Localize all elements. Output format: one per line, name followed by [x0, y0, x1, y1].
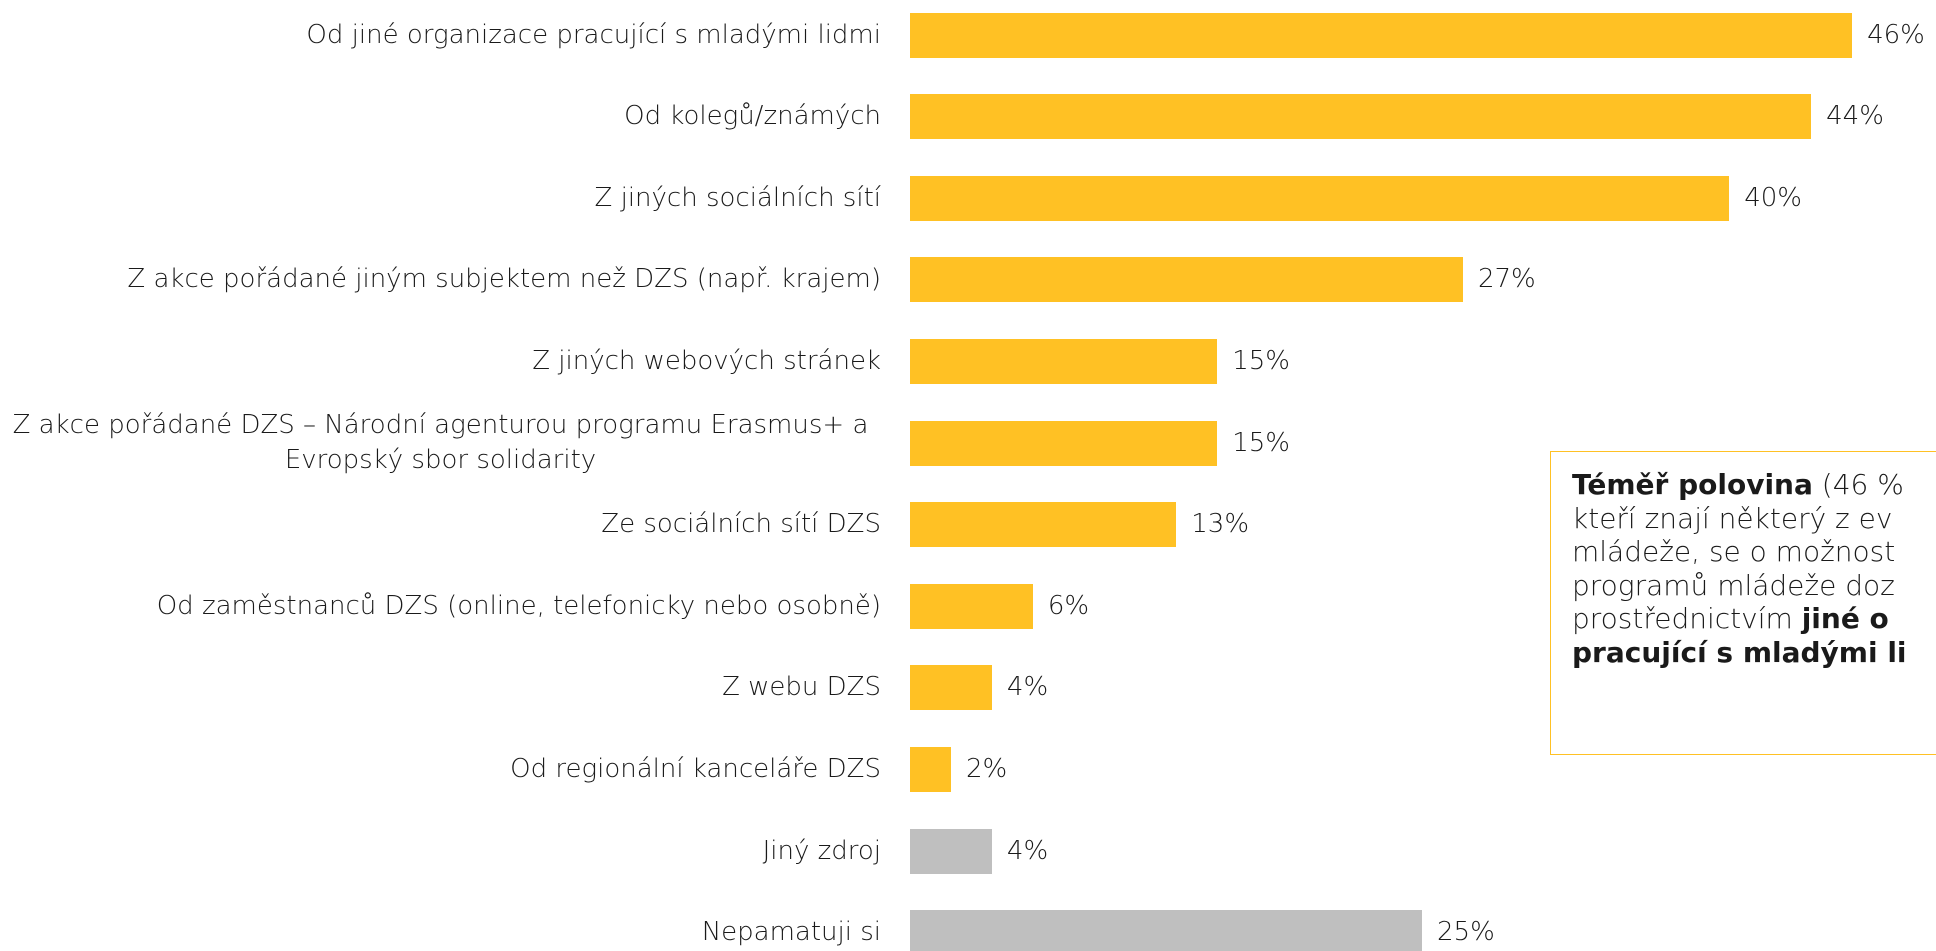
bar [910, 910, 1422, 951]
bar [910, 746, 951, 792]
category-text: Od regionální kanceláře DZS [510, 753, 881, 784]
callout-line: Téměř polovina (46 % [1572, 468, 1936, 502]
callout: Téměř polovina (46 % kteří znají některý … [1550, 451, 1936, 755]
bar [910, 583, 1033, 629]
category-label: Od kolegů/známých [0, 77, 881, 157]
category-label: Ze sociálních sítí DZS [0, 485, 881, 565]
category-text: Z jiných webových stránek [532, 345, 881, 376]
category-text: Ze sociálních sítí DZS [601, 509, 881, 540]
category-text: Od jiné organizace pracující s mladými l… [306, 19, 881, 50]
callout-line: kteří znají některý z ev [1572, 502, 1936, 536]
value-label: 27% [1477, 264, 1536, 295]
callout-text: jiné o [1801, 602, 1889, 635]
category-label: Od regionální kanceláře DZS [0, 729, 881, 809]
bar [910, 665, 992, 711]
category-text: Nepamatuji si [701, 917, 881, 948]
value-label: 15% [1232, 427, 1290, 458]
bar [910, 175, 1730, 221]
callout-text: (46 % [1812, 468, 1904, 501]
value-label: 4% [1006, 835, 1049, 866]
value-label: 44% [1826, 101, 1884, 132]
value-label: 40% [1744, 182, 1802, 213]
callout-text: kteří znají některý z ev [1572, 501, 1893, 535]
callout-text: prostřednictvím [1572, 602, 1802, 635]
category-label: Z akce pořádané jiným subjektem než DZS … [0, 240, 881, 320]
bar [910, 420, 1218, 466]
value-label: 4% [1006, 672, 1049, 703]
value-label: 6% [1047, 590, 1090, 621]
callout-text: Téměř polovina [1572, 468, 1813, 501]
callout-line: mládeže, se o možnost [1572, 535, 1936, 569]
value-label: 15% [1232, 345, 1290, 376]
callout-line: prostřednictvím jiné o [1572, 602, 1936, 636]
bar [910, 828, 992, 874]
value-label: 25% [1437, 917, 1495, 948]
value-label: 13% [1191, 509, 1250, 540]
callout-text: mládeže, se o možnost [1572, 535, 1896, 568]
bar [910, 257, 1463, 303]
bar [910, 94, 1812, 140]
category-label: Nepamatuji si [0, 893, 881, 951]
value-label: 2% [965, 753, 1008, 784]
callout-line: pracující s mladými li [1572, 636, 1936, 670]
callout-text: pracující s mladými li [1572, 635, 1907, 669]
category-text: Od kolegů/známých [624, 101, 881, 132]
category-label: Z webu DZS [0, 648, 881, 728]
category-label: Z jiných webových stránek [0, 321, 881, 401]
bar [910, 502, 1177, 548]
callout-line: programů mládeže doz [1572, 569, 1936, 603]
category-label: Od jiné organizace pracující s mladými l… [0, 0, 881, 75]
category-label: Jiný zdroj [0, 811, 881, 891]
bar [910, 12, 1853, 58]
category-label: Od zaměstnanců DZS (online, telefonicky … [0, 566, 881, 646]
value-label: 46% [1867, 19, 1925, 50]
category-label: Z akce pořádané DZS – Národní agenturou … [0, 403, 881, 483]
callout-text: programů mládeže doz [1572, 568, 1895, 602]
category-text: Z akce pořádané DZS – Národní agenturou … [12, 410, 869, 475]
category-text: Z webu DZS [722, 672, 881, 703]
bar [910, 338, 1218, 384]
category-text: Z jiných sociálních sítí [594, 182, 881, 213]
category-text: Jiný zdroj [762, 835, 881, 866]
category-text: Z akce pořádané jiným subjektem než DZS … [127, 264, 881, 295]
category-label: Z jiných sociálních sítí [0, 158, 881, 238]
category-text: Od zaměstnanců DZS (online, telefonicky … [156, 590, 881, 621]
